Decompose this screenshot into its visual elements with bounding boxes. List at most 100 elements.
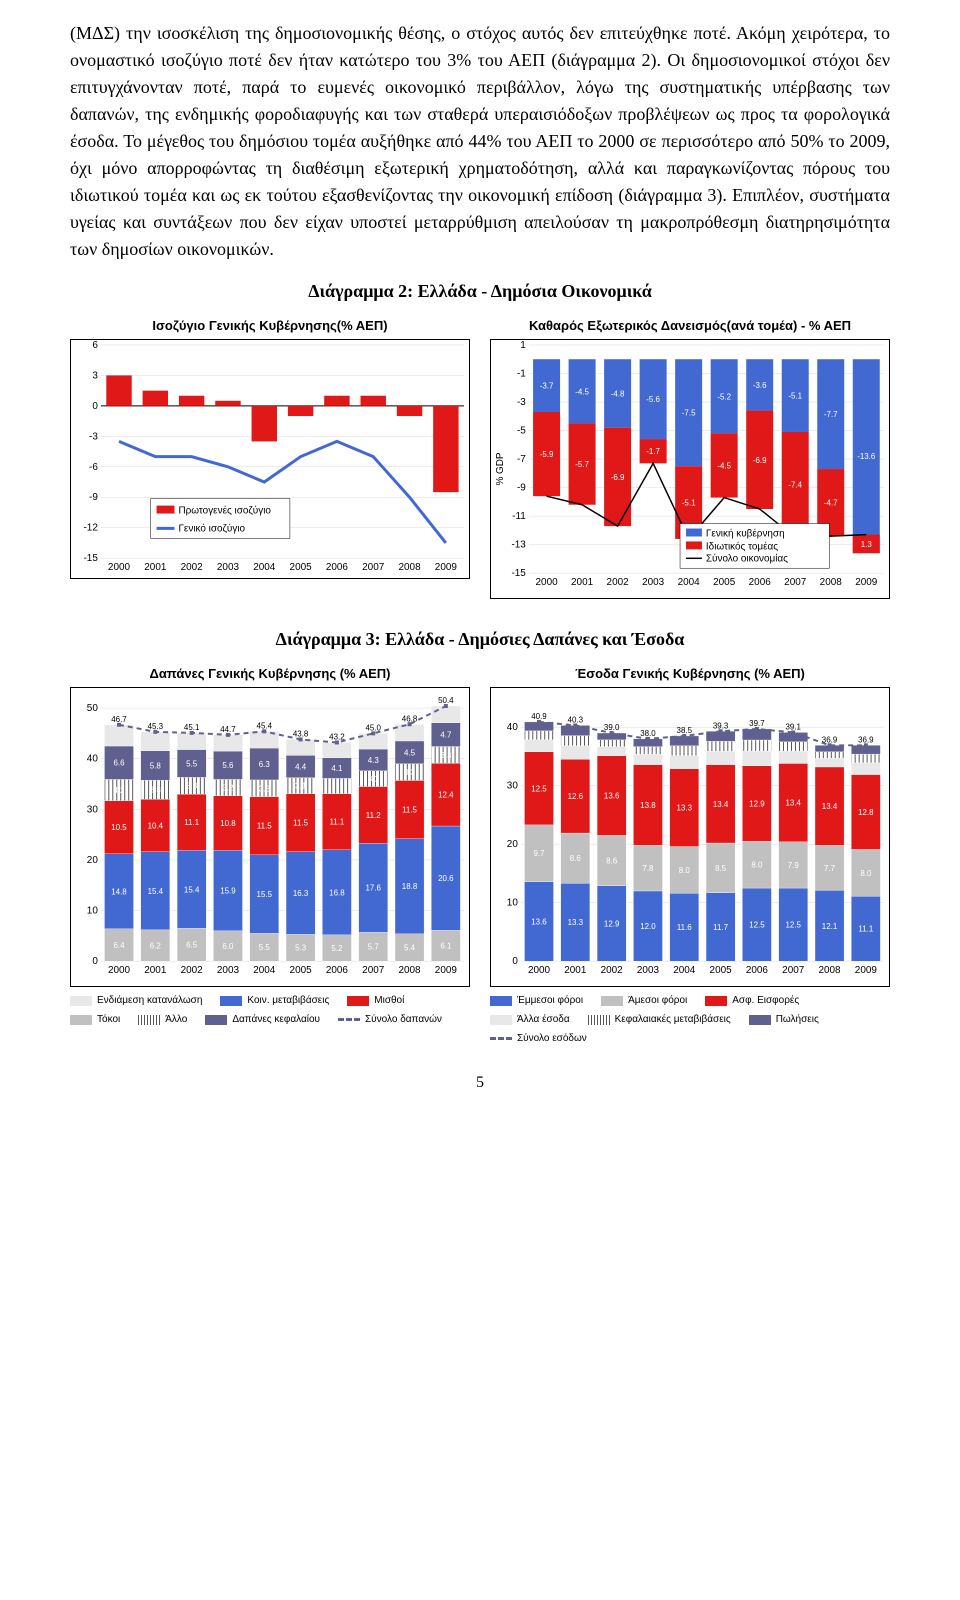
svg-text:2007: 2007 — [362, 965, 385, 976]
svg-text:-4.7: -4.7 — [824, 499, 838, 508]
svg-text:Πρωτογενές ισοζύγιο: Πρωτογενές ισοζύγιο — [178, 506, 271, 517]
swatch-icon — [70, 1015, 92, 1025]
svg-text:39.7: 39.7 — [749, 719, 765, 728]
dash-icon — [490, 1037, 512, 1040]
svg-text:12.9: 12.9 — [749, 800, 765, 809]
svg-text:2004: 2004 — [253, 562, 276, 573]
svg-text:2005: 2005 — [290, 562, 313, 573]
svg-text:2005: 2005 — [290, 965, 313, 976]
svg-text:2008: 2008 — [398, 562, 421, 573]
svg-text:3.2: 3.2 — [222, 784, 234, 793]
legend-label: Πωλήσεις — [776, 1014, 819, 1025]
svg-text:3.1: 3.1 — [295, 782, 307, 791]
svg-text:2008: 2008 — [820, 577, 843, 588]
svg-text:13.4: 13.4 — [822, 802, 838, 811]
svg-text:11.7: 11.7 — [713, 923, 728, 932]
svg-text:2002: 2002 — [607, 577, 630, 588]
svg-text:11.1: 11.1 — [184, 818, 199, 827]
svg-text:3.3: 3.3 — [440, 751, 452, 760]
svg-text:Γενική κυβέρνηση: Γενική κυβέρνηση — [706, 528, 785, 539]
svg-text:0: 0 — [92, 401, 98, 412]
legend-label: Ασφ. Εισφορές — [732, 995, 799, 1006]
svg-text:% GDP: % GDP — [495, 452, 506, 485]
legend-item: Κεφαλαιακές μεταβιβάσεις — [588, 1014, 731, 1025]
svg-text:-7: -7 — [517, 454, 526, 465]
svg-text:8.5: 8.5 — [715, 864, 727, 873]
svg-text:46.7: 46.7 — [111, 715, 127, 724]
dash-icon — [338, 1018, 360, 1021]
svg-text:1.3: 1.3 — [861, 540, 873, 549]
svg-text:16.3: 16.3 — [293, 889, 309, 898]
svg-text:3.3: 3.3 — [186, 782, 198, 791]
svg-text:12.1: 12.1 — [822, 922, 838, 931]
svg-text:8.0: 8.0 — [860, 869, 872, 878]
section-2-title: Διάγραμμα 2: Ελλάδα - Δημόσια Οικονομικά — [70, 281, 890, 302]
svg-text:-7.4: -7.4 — [788, 481, 802, 490]
svg-text:5.6: 5.6 — [222, 761, 234, 770]
chart-d-col: Έσοδα Γενικής Κυβέρνησης (% ΑΕΠ) 0102030… — [490, 666, 890, 1044]
svg-text:17.6: 17.6 — [365, 884, 381, 893]
svg-text:39.1: 39.1 — [785, 722, 801, 731]
svg-text:-15: -15 — [511, 568, 526, 579]
svg-text:-5.7: -5.7 — [575, 460, 589, 469]
svg-text:-6.9: -6.9 — [753, 456, 767, 465]
svg-text:4.7: 4.7 — [440, 731, 452, 740]
svg-text:5.2: 5.2 — [331, 944, 343, 953]
svg-text:3: 3 — [92, 370, 98, 381]
chart-row-1: Ισοζύγιο Γενικής Κυβέρνησης(% ΑΕΠ) 630-3… — [70, 318, 890, 599]
svg-text:9.7: 9.7 — [533, 849, 545, 858]
svg-text:20.6: 20.6 — [438, 874, 454, 883]
svg-text:2004: 2004 — [678, 577, 701, 588]
svg-text:12.9: 12.9 — [604, 919, 620, 928]
svg-text:2001: 2001 — [144, 562, 167, 573]
svg-text:2008: 2008 — [819, 965, 842, 976]
svg-text:-5.6: -5.6 — [646, 395, 660, 404]
legend-label: Τόκοι — [97, 1014, 120, 1025]
svg-text:7.7: 7.7 — [824, 864, 836, 873]
svg-text:7.9: 7.9 — [788, 861, 800, 870]
svg-text:15.4: 15.4 — [184, 885, 200, 894]
svg-text:10.5: 10.5 — [111, 823, 127, 832]
legend-label: Σύνολο εσόδων — [517, 1033, 587, 1044]
svg-text:-3: -3 — [89, 431, 98, 442]
svg-text:3.3: 3.3 — [259, 784, 271, 793]
svg-text:12.5: 12.5 — [749, 921, 765, 930]
svg-text:0: 0 — [512, 956, 518, 967]
svg-text:-4.8: -4.8 — [611, 389, 625, 398]
svg-text:13.3: 13.3 — [568, 918, 584, 927]
svg-text:-5.1: -5.1 — [682, 499, 696, 508]
svg-text:6.0: 6.0 — [222, 942, 234, 951]
svg-text:3.3: 3.3 — [404, 768, 416, 777]
svg-text:11.1: 11.1 — [329, 818, 344, 827]
svg-text:-9: -9 — [89, 492, 98, 503]
svg-text:10: 10 — [87, 906, 99, 917]
svg-text:8.6: 8.6 — [606, 857, 618, 866]
legend-item: Άλλο — [138, 1014, 187, 1025]
svg-text:10: 10 — [507, 898, 519, 909]
svg-text:2008: 2008 — [399, 965, 422, 976]
svg-text:2009: 2009 — [435, 965, 458, 976]
svg-text:6.6: 6.6 — [113, 759, 125, 768]
legend-label: Κοιν. μεταβιβάσεις — [247, 995, 329, 1006]
body-paragraph: (ΜΔΣ) την ισοσκέλιση της δημοσιονομικής … — [70, 20, 890, 263]
svg-text:12.6: 12.6 — [568, 792, 584, 801]
svg-text:-5: -5 — [517, 426, 526, 437]
svg-text:-11: -11 — [512, 511, 526, 522]
svg-text:30: 30 — [507, 781, 519, 792]
chart-c: 010203040506.414.810.54.26.646.76.215.41… — [70, 687, 470, 987]
svg-text:-4.5: -4.5 — [717, 461, 731, 470]
svg-text:4.3: 4.3 — [368, 756, 380, 765]
svg-text:Σύνολο οικονομίας: Σύνολο οικονομίας — [706, 553, 788, 564]
svg-text:2000: 2000 — [108, 965, 131, 976]
legend-item: Άλλα έσοδα — [490, 1014, 570, 1025]
legend-item: Σύνολο εσόδων — [490, 1033, 587, 1044]
legend-label: Άμεσοι φόροι — [628, 995, 687, 1006]
svg-text:2004: 2004 — [673, 965, 696, 976]
legend-item: Άμεσοι φόροι — [601, 995, 687, 1006]
svg-text:6.5: 6.5 — [186, 941, 198, 950]
svg-text:-15: -15 — [83, 553, 98, 564]
svg-text:2003: 2003 — [637, 965, 660, 976]
swatch-icon — [205, 1015, 227, 1025]
svg-text:6.2: 6.2 — [150, 941, 162, 950]
svg-text:12.0: 12.0 — [640, 922, 656, 931]
